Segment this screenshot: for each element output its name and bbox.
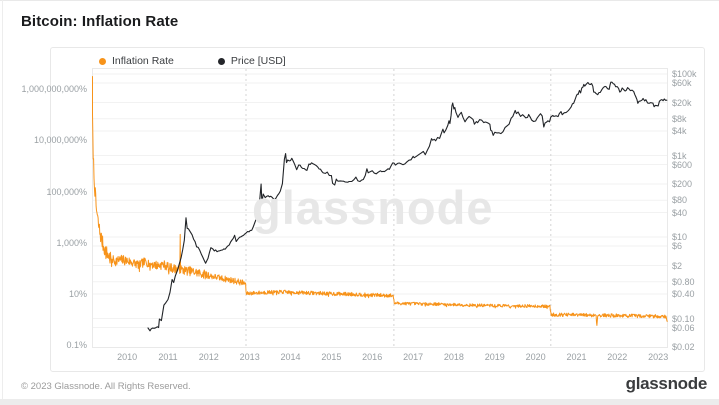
window-top-edge xyxy=(0,0,719,1)
copyright-text: © 2023 Glassnode. All Rights Reserved. xyxy=(21,381,191,392)
legend-marker-orange-dot-icon xyxy=(99,57,106,65)
window-bottom-edge xyxy=(0,399,719,405)
legend-label-price-usd: Price [USD] xyxy=(230,55,286,67)
chart-legend: Inflation Rate Price [USD] xyxy=(99,54,286,68)
legend-item-price-usd[interactable]: Price [USD] xyxy=(217,55,286,67)
page-title: Bitcoin: Inflation Rate xyxy=(21,13,179,30)
plot-area[interactable]: glassnode xyxy=(92,68,668,348)
window-left-edge xyxy=(2,0,3,399)
chart-card: Inflation Rate Price [USD] glassnode xyxy=(50,47,705,372)
legend-item-inflation-rate[interactable]: Inflation Rate xyxy=(99,55,174,67)
legend-marker-black-dot-icon xyxy=(217,57,225,65)
legend-label-inflation-rate: Inflation Rate xyxy=(112,55,174,67)
glassnode-logo: glassnode xyxy=(625,374,708,393)
chart-svg xyxy=(92,68,668,348)
